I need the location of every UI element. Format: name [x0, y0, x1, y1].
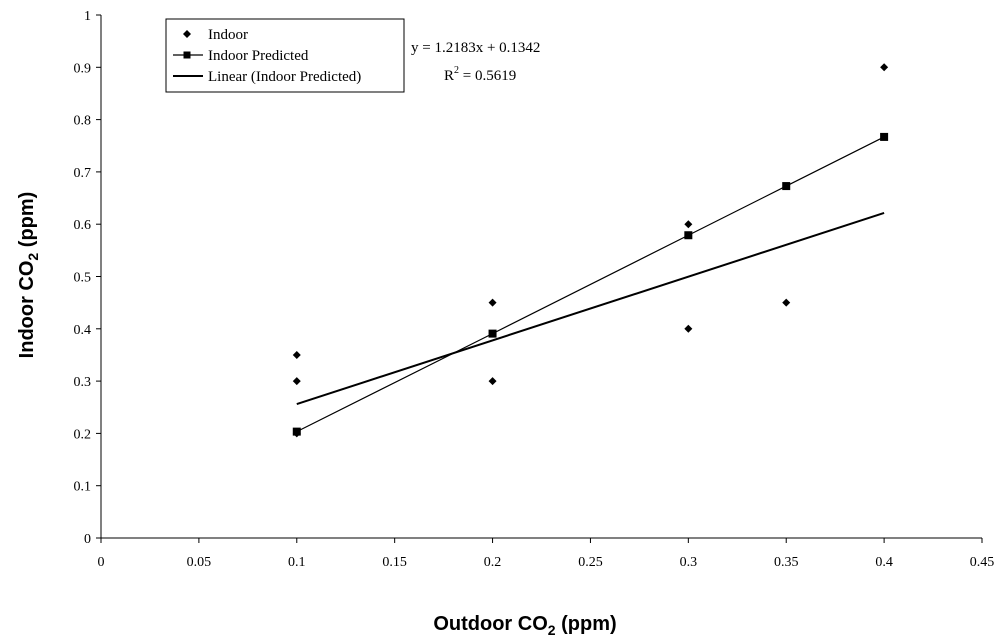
x-tick-label: 0.25 — [578, 555, 603, 570]
x-tick-label: 0.1 — [288, 555, 306, 570]
indoor-point — [880, 63, 889, 72]
y-tick-label: 0.4 — [74, 323, 92, 338]
trendline-equation: y = 1.2183x + 0.1342 — [411, 40, 540, 56]
trendline-r-squared: R2 = 0.5619 — [444, 65, 516, 84]
legend-item-linear: Linear (Indoor Predicted) — [173, 69, 361, 85]
x-tick-label: 0.45 — [970, 555, 995, 570]
legend: Indoor Indoor Predicted Linear (Indoor P… — [165, 18, 405, 93]
legend-label-indoor-predicted: Indoor Predicted — [208, 48, 309, 64]
indoor-point — [292, 429, 301, 438]
y-tick-label: 0.3 — [74, 375, 92, 390]
x-tick-label: 0.15 — [382, 555, 407, 570]
indoor-point — [488, 298, 497, 307]
y-tick-label: 0.5 — [74, 271, 92, 286]
y-tick-label: 1 — [84, 9, 91, 24]
predicted-point — [684, 231, 693, 240]
y-tick-label: 0.6 — [74, 218, 92, 233]
y-tick-label: 0.1 — [74, 480, 92, 495]
x-axis-title: Outdoor CO2 (ppm) — [433, 613, 616, 637]
legend-item-indoor-predicted: Indoor Predicted — [173, 48, 309, 64]
indoor-point — [292, 377, 301, 386]
x-tick-label: 0.2 — [484, 555, 502, 570]
y-axis-title: Indoor CO2 (ppm) — [16, 192, 41, 359]
legend-label-indoor: Indoor — [208, 27, 248, 43]
y-tick-label: 0.2 — [74, 427, 92, 442]
x-tick-label: 0.05 — [187, 555, 212, 570]
legend-diamond-marker — [183, 30, 191, 38]
series-layer — [292, 63, 889, 438]
y-tick-label: 0.9 — [74, 61, 92, 76]
x-tick-label: 0 — [98, 555, 105, 570]
indoor-point — [488, 377, 497, 386]
y-tick-label: 0.7 — [74, 166, 92, 181]
indoor-point — [782, 298, 791, 307]
predicted-point — [782, 182, 791, 191]
x-tick-label: 0.4 — [875, 555, 893, 570]
predicted-point — [488, 329, 497, 338]
plot-area: 0 0.1 0.2 0.3 0.4 0.5 0.6 0.7 0.8 0.9 1 0 0.05 0.1 0.… — [74, 9, 995, 570]
legend-label-linear: Linear (Indoor Predicted) — [208, 69, 361, 85]
y-tick-label: 0.8 — [74, 114, 92, 129]
predicted-point — [880, 132, 889, 141]
x-axis-ticks: 0 0.05 0.1 0.15 0.2 0.25 0.3 0.35 0.4 0.45 — [98, 538, 995, 570]
x-tick-label: 0.35 — [774, 555, 799, 570]
linear-trendline — [296, 211, 885, 406]
y-tick-label: 0 — [84, 532, 91, 547]
legend-square-marker — [183, 51, 191, 59]
y-axis-ticks: 0 0.1 0.2 0.3 0.4 0.5 0.6 0.7 0.8 0.9 1 — [74, 9, 101, 547]
legend-item-indoor: Indoor — [183, 27, 248, 43]
trendline-annotation: y = 1.2183x + 0.1342 R2 = 0.5619 — [411, 40, 540, 84]
legend-box — [165, 18, 405, 93]
indoor-point — [684, 324, 693, 333]
indoor-point — [684, 220, 693, 229]
indoor-point — [292, 350, 301, 359]
x-tick-label: 0.3 — [680, 555, 698, 570]
